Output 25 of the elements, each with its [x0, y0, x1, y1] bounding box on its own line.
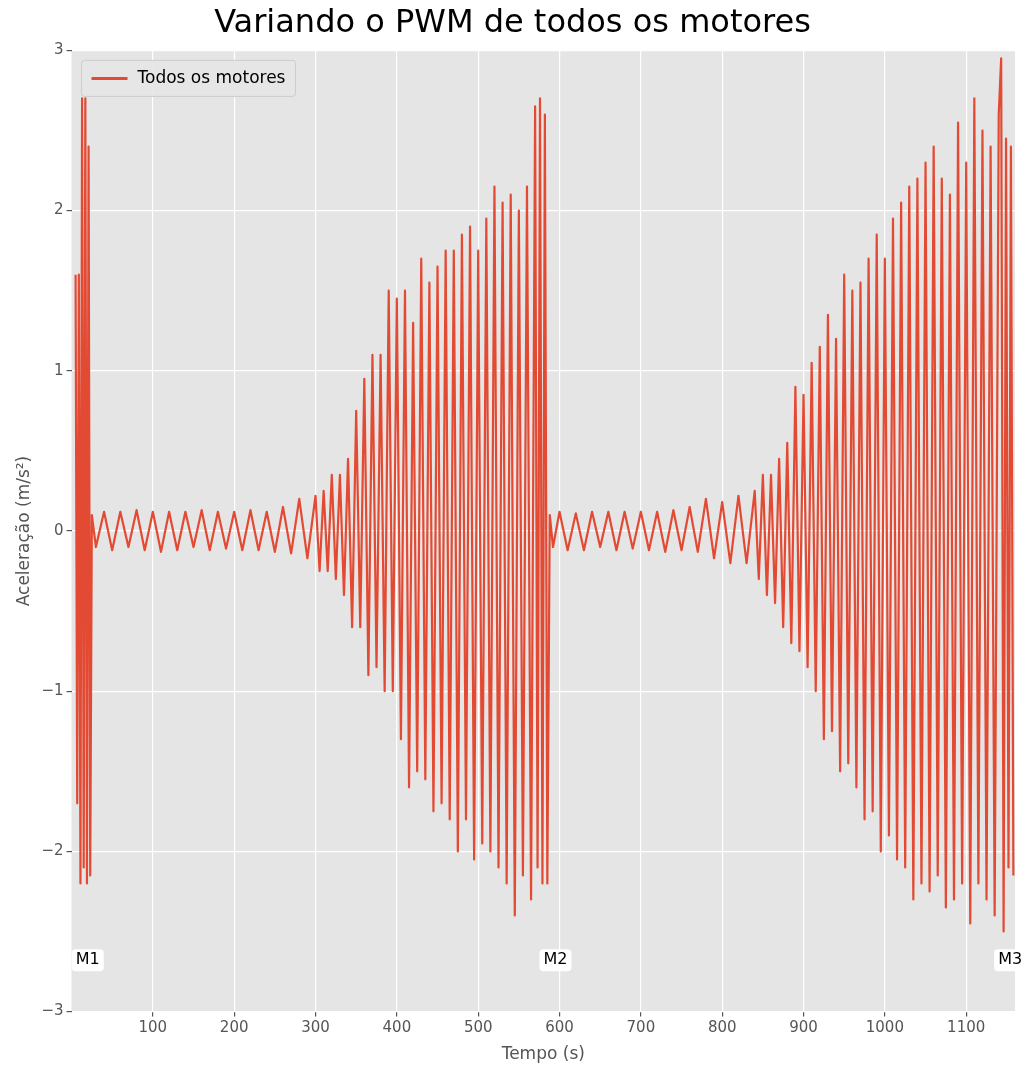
y-tick-label: 2 — [53, 200, 64, 219]
y-tick-label: 1 — [53, 360, 64, 379]
annotation: M3 — [998, 949, 1023, 969]
y-tick-label: −2 — [41, 841, 64, 860]
annotation: M2 — [543, 949, 568, 969]
chart-title: Variando o PWM de todos os motores — [214, 1, 811, 40]
x-tick-label: 900 — [789, 1018, 818, 1037]
x-tick-label: 200 — [219, 1018, 249, 1037]
y-axis-title: Aceleração (m/s²) — [12, 455, 33, 607]
x-tick-label: 500 — [463, 1018, 493, 1037]
x-tick-label: 700 — [626, 1018, 656, 1037]
y-tick-label: −1 — [41, 681, 64, 700]
x-tick-label: 1000 — [865, 1018, 904, 1037]
y-tick-label: −3 — [41, 1001, 64, 1020]
x-tick-label: 300 — [301, 1018, 330, 1037]
x-tick-label: 600 — [545, 1018, 574, 1037]
x-tick-label: 1100 — [947, 1018, 986, 1037]
x-axis-title: Tempo (s) — [500, 1043, 585, 1064]
legend-label: Todos os motores — [136, 66, 286, 87]
y-tick-label: 0 — [53, 520, 64, 539]
x-tick-label: 800 — [707, 1018, 737, 1037]
y-tick-label: 3 — [53, 40, 64, 59]
x-tick-label: 400 — [382, 1018, 412, 1037]
annotation: M1 — [75, 949, 100, 969]
x-tick-label: 100 — [138, 1018, 168, 1037]
